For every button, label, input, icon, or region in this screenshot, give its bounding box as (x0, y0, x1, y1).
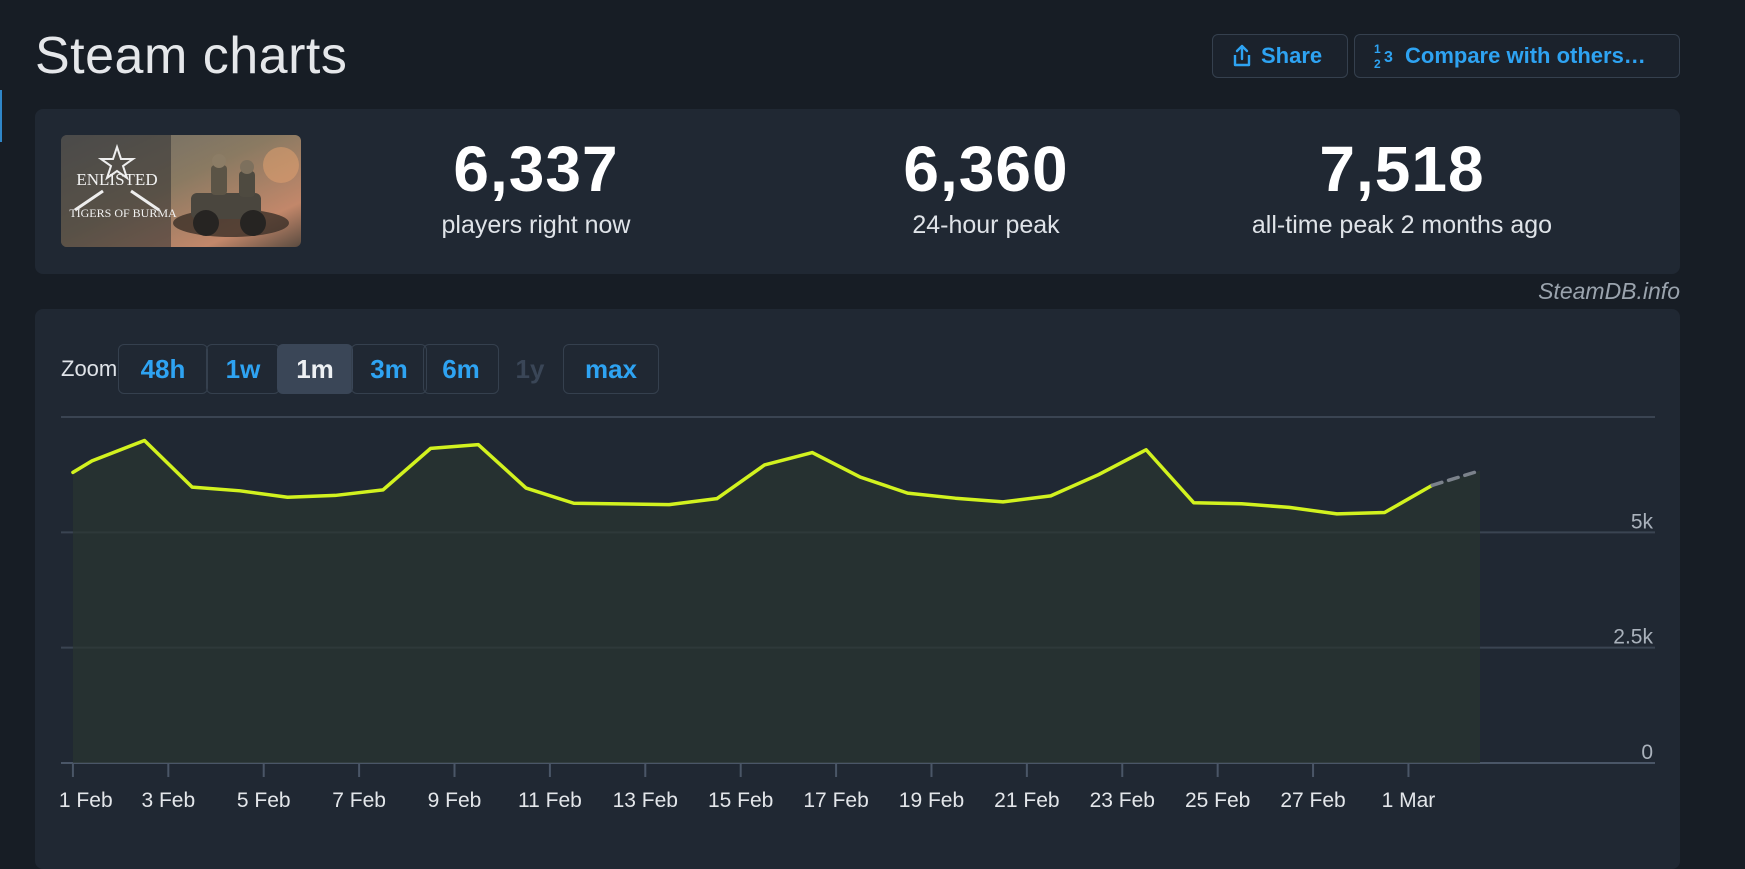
zoom-48h-button[interactable]: 48h (118, 344, 208, 394)
page-title: Steam charts (35, 27, 348, 85)
x-tick-label: 1 Mar (1382, 789, 1436, 812)
x-tick-label: 27 Feb (1280, 789, 1345, 812)
x-tick-label: 25 Feb (1185, 789, 1250, 812)
stat-value: 7,518 (1319, 133, 1485, 205)
stat-label: players right now (441, 211, 631, 239)
stat-players-now: 6,337 players right now (381, 137, 691, 240)
svg-text:1: 1 (1374, 42, 1381, 56)
x-tick-label: 19 Feb (899, 789, 964, 812)
y-tick-label: 0 (1641, 741, 1653, 764)
zoom-3m-button[interactable]: 3m (351, 344, 427, 394)
x-tick-label: 23 Feb (1090, 789, 1155, 812)
zoom-6m-button[interactable]: 6m (423, 344, 499, 394)
x-tick-label: 7 Feb (332, 789, 386, 812)
zoom-label: Zoom (61, 356, 118, 381)
stat-all-time-peak[interactable]: 7,518 all-time peak 2 months ago (1212, 137, 1592, 240)
x-tick-label: 17 Feb (803, 789, 868, 812)
chart-card: Zoom 48h 1w 1m 3m 6m 1y max 0 2.5k 5k 1 Feb 3 Feb 5… (35, 309, 1680, 869)
share-button-label: Share (1261, 43, 1323, 68)
zoom-max-button[interactable]: max (563, 344, 659, 394)
x-tick-label: 5 Feb (237, 789, 291, 812)
svg-text:2: 2 (1374, 57, 1381, 70)
stat-value: 6,337 (453, 133, 619, 205)
x-tick-label: 13 Feb (613, 789, 678, 812)
svg-text:ENLISTED: ENLISTED (76, 170, 157, 189)
steamdb-credit[interactable]: SteamDB.info (1538, 278, 1680, 304)
x-tick-label: 11 Feb (518, 789, 582, 812)
compare-button-label: Compare with others… (1405, 43, 1646, 68)
stat-value: 6,360 (903, 133, 1069, 205)
y-tick-label: 2.5k (1613, 626, 1653, 649)
series-area (72, 440, 1481, 763)
svg-text:TIGERS OF BURMA: TIGERS OF BURMA (69, 206, 177, 220)
y-tick-label: 5k (1631, 510, 1654, 533)
summary-card: ENLISTED TIGERS OF BURMA 6,337 players r… (35, 109, 1680, 274)
player-count-line (71, 438, 1435, 516)
x-tick-label: 21 Feb (994, 789, 1059, 812)
x-tick-label: 1 Feb (59, 789, 113, 812)
left-accent-bar (0, 90, 2, 142)
player-count-chart[interactable]: 0 2.5k 5k 1 Feb 3 Feb 5 Feb 7 Feb 9 Feb 11 Feb 13… (35, 309, 1680, 849)
stat-24h-peak: 6,360 24-hour peak (831, 137, 1141, 240)
share-button[interactable]: Share (1212, 34, 1348, 78)
stat-label: 24-hour peak (912, 211, 1060, 239)
game-capsule-image[interactable]: ENLISTED TIGERS OF BURMA (61, 135, 301, 247)
compare-with-others-button[interactable]: 1 2 3 Compare with others… (1354, 34, 1680, 78)
x-tick-label: 9 Feb (428, 789, 482, 812)
stat-label: all-time peak 2 months ago (1251, 211, 1553, 239)
svg-text:3: 3 (1384, 49, 1393, 66)
x-tick-label: 3 Feb (141, 789, 195, 812)
zoom-1m-button[interactable]: 1m (277, 344, 353, 394)
share-icon (1231, 44, 1253, 68)
ordinal-numbers-icon: 1 2 3 (1373, 42, 1397, 70)
projection-dashed-line (1430, 468, 1482, 488)
x-tick-label: 15 Feb (708, 789, 773, 812)
zoom-1y-button: 1y (515, 353, 545, 384)
